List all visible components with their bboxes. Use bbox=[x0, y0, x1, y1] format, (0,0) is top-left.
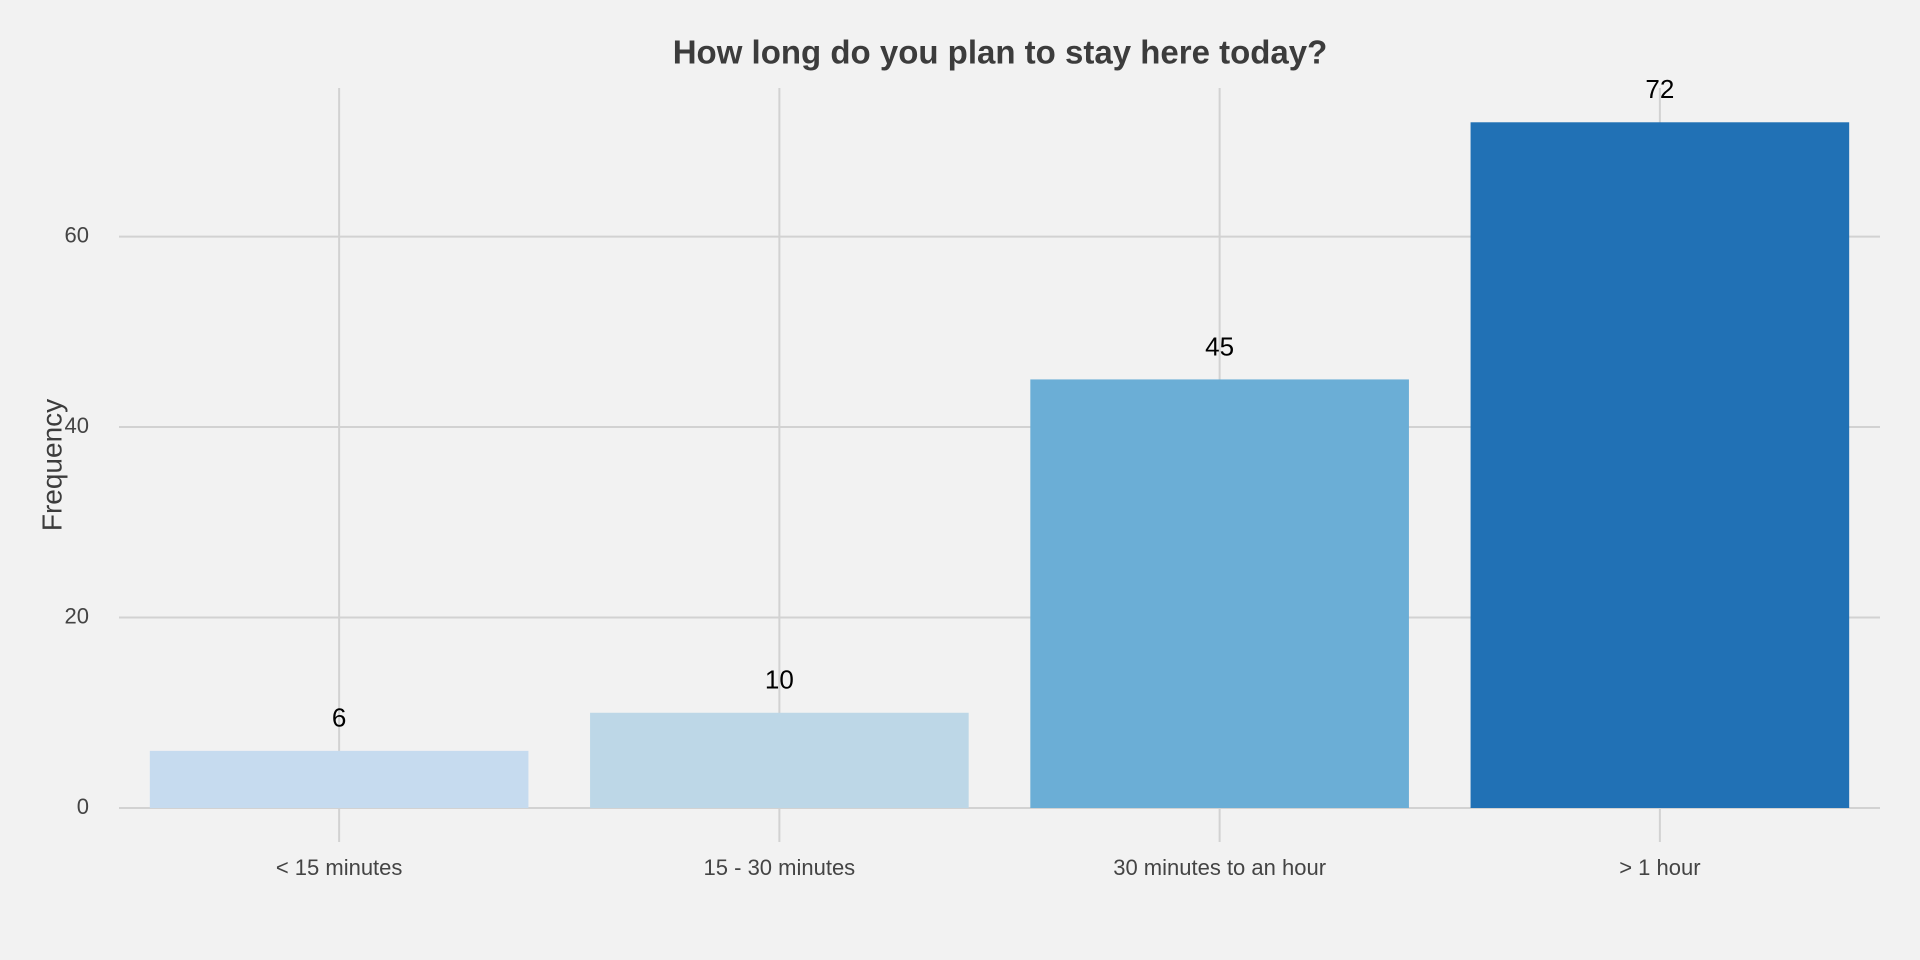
data-label: 45 bbox=[1205, 331, 1234, 361]
y-tick-label: 40 bbox=[65, 413, 89, 438]
x-tick-label: 30 minutes to an hour bbox=[1113, 855, 1326, 880]
bar bbox=[590, 712, 969, 808]
x-tick-label: < 15 minutes bbox=[276, 855, 403, 880]
bar bbox=[149, 750, 529, 808]
x-tick-label: > 1 hour bbox=[1619, 855, 1700, 880]
y-tick-label: 20 bbox=[65, 603, 89, 628]
y-axis-label: Frequency bbox=[36, 399, 67, 531]
chart-title: How long do you plan to stay here today? bbox=[673, 34, 1328, 71]
bar bbox=[1470, 122, 1850, 809]
data-label: 10 bbox=[765, 665, 794, 695]
bar bbox=[1030, 379, 1409, 808]
y-tick-label: 0 bbox=[77, 794, 89, 819]
data-label: 72 bbox=[1645, 74, 1674, 104]
x-tick-label: 15 - 30 minutes bbox=[704, 855, 856, 880]
y-tick-label: 60 bbox=[65, 222, 89, 247]
data-label: 6 bbox=[332, 703, 346, 733]
